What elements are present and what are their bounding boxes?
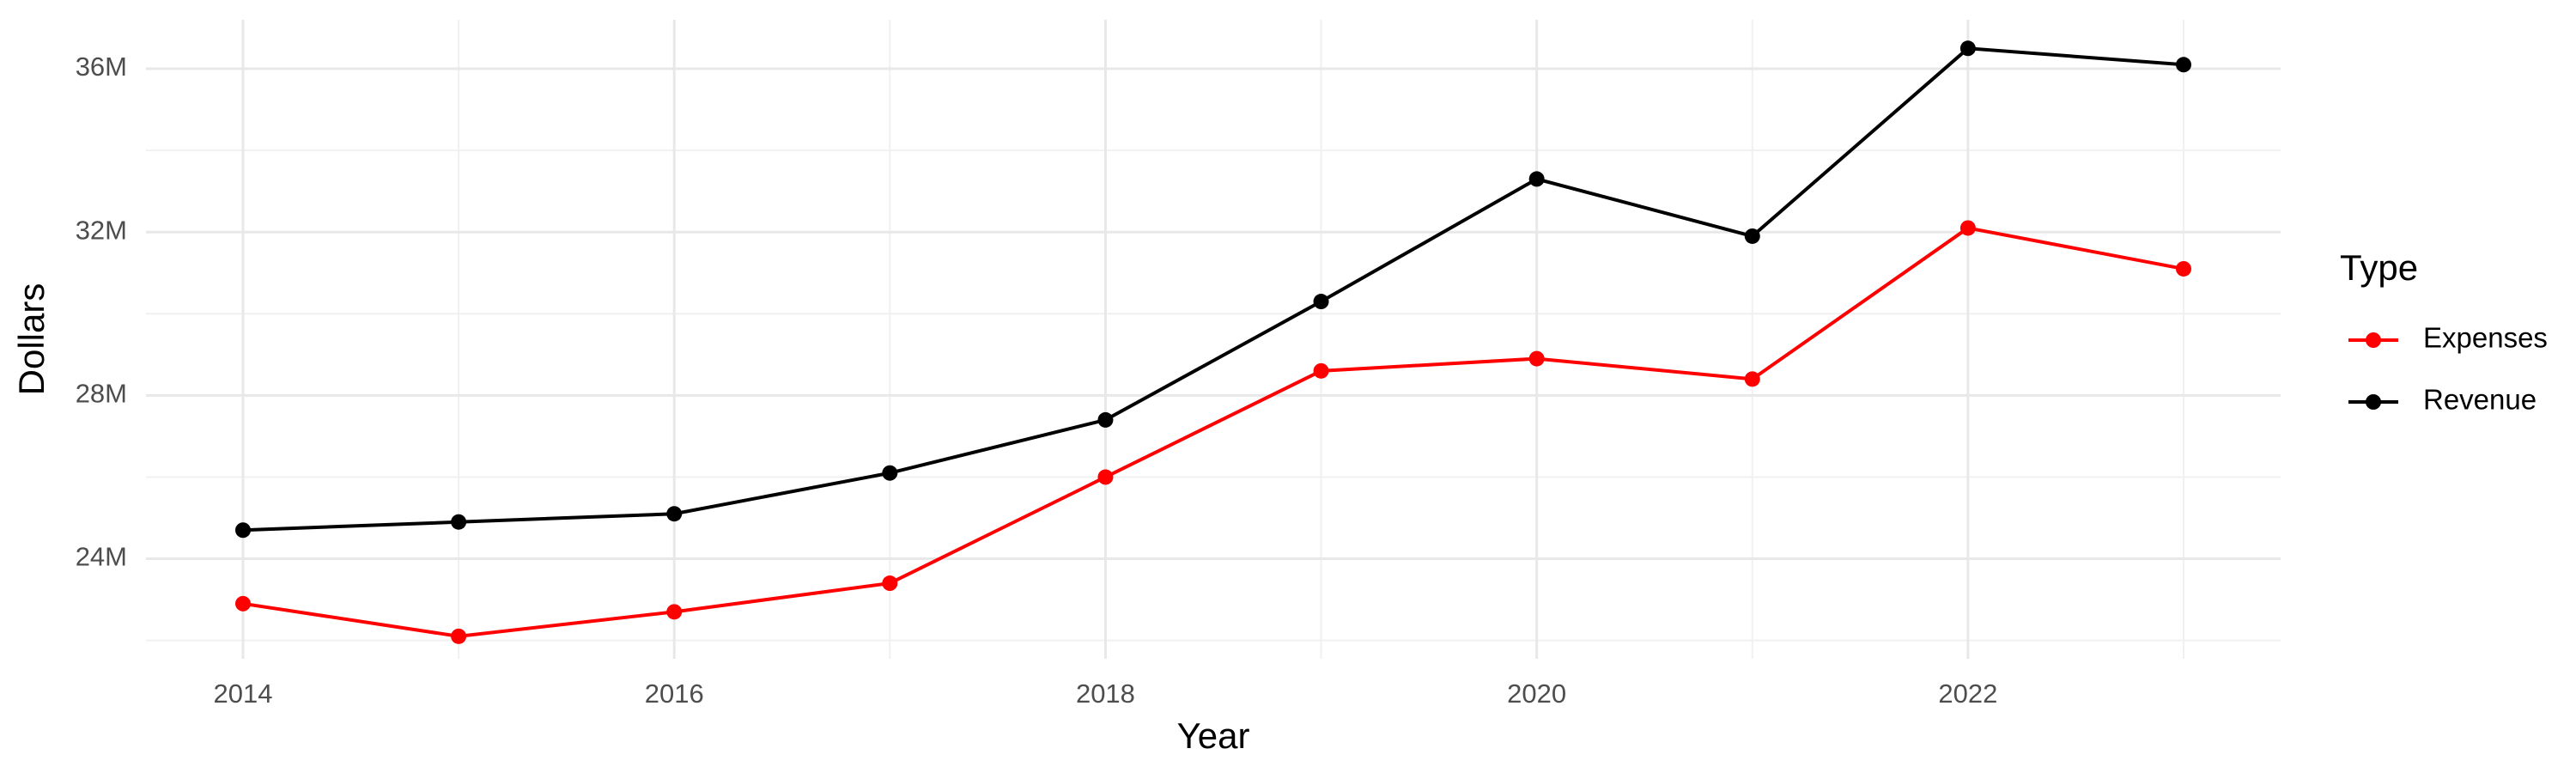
y-axis-title: Dollars (11, 283, 52, 396)
x-tick-label: 2016 (645, 679, 704, 709)
data-point (2176, 57, 2191, 73)
x-tick-label: 2020 (1507, 679, 1566, 709)
data-point (1744, 228, 1760, 244)
data-point (1528, 350, 1545, 367)
y-tick-label: 24M (76, 542, 127, 572)
data-point (1313, 362, 1329, 379)
data-point (235, 522, 251, 539)
data-point (235, 595, 251, 612)
data-point (451, 628, 467, 644)
data-point (666, 604, 683, 620)
legend-key-point (2366, 394, 2381, 410)
x-axis-title: Year (1177, 715, 1250, 756)
y-tick-label: 36M (76, 52, 127, 82)
legend-title: Type (2340, 247, 2418, 288)
legend-label: Expenses (2423, 322, 2548, 354)
data-point (882, 465, 898, 481)
series-line (242, 46, 2184, 533)
data-point (2176, 260, 2191, 277)
data-point (1097, 469, 1114, 485)
data-point (882, 575, 898, 592)
data-point (1097, 411, 1114, 428)
x-tick-label: 2022 (1938, 679, 1997, 709)
y-tick-label: 28M (76, 379, 127, 409)
data-point (1959, 40, 1976, 57)
y-tick-label: 32M (76, 215, 127, 245)
x-tick-label: 2018 (1076, 679, 1135, 709)
data-point (1959, 220, 1976, 236)
legend-label: Revenue (2423, 384, 2537, 416)
data-point (1744, 371, 1760, 387)
series-line (242, 226, 2184, 638)
data-point (666, 506, 683, 522)
data-point (1528, 171, 1545, 187)
data-point (451, 514, 467, 530)
x-tick-label: 2014 (214, 679, 273, 709)
data-point (1313, 294, 1329, 310)
legend-key-point (2366, 332, 2381, 348)
